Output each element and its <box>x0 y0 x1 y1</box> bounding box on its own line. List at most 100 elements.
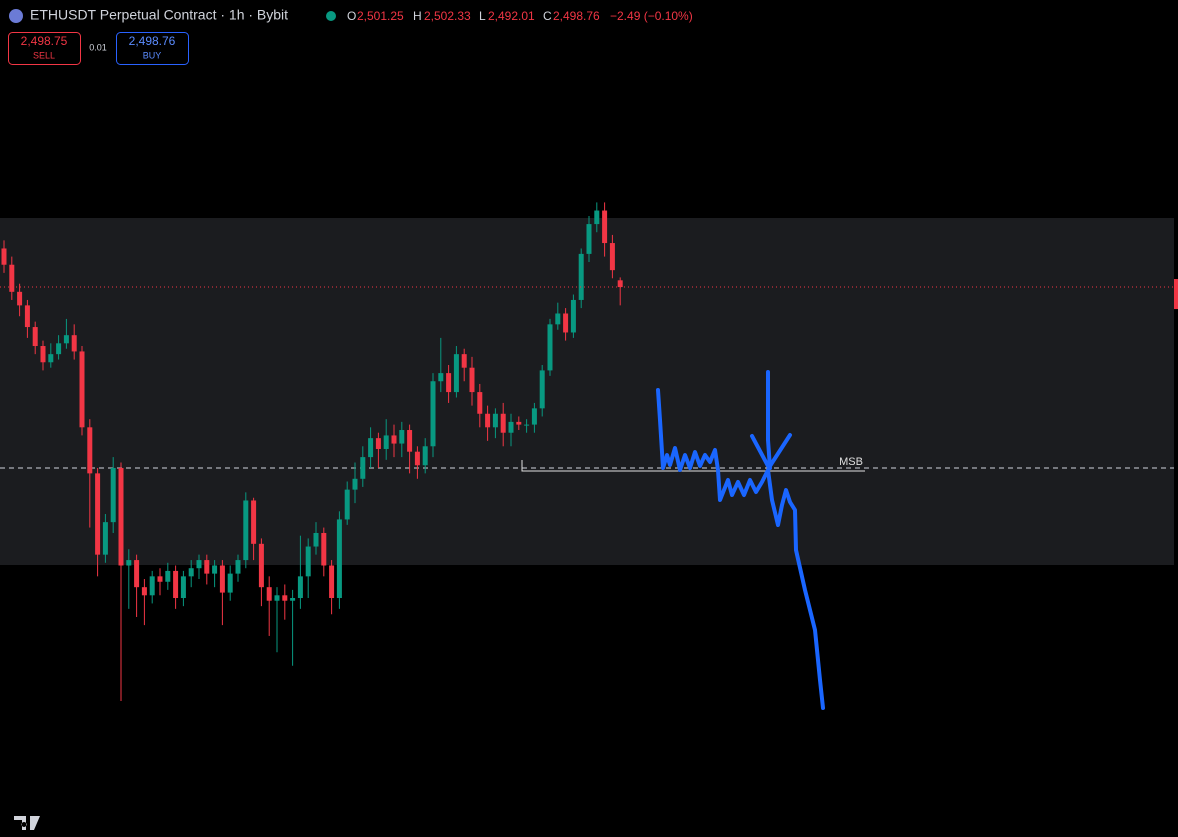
candle-body <box>17 291 23 306</box>
candle-body <box>524 424 530 426</box>
candle-body <box>508 421 514 433</box>
candle-body <box>32 327 38 347</box>
candle-body <box>422 446 428 466</box>
candle-body <box>134 560 140 588</box>
candle-body <box>212 565 218 574</box>
candle-body <box>336 519 342 599</box>
candle-body <box>71 335 77 352</box>
candle-body <box>594 210 600 225</box>
candle-body <box>438 373 444 382</box>
candle-body <box>313 532 319 547</box>
candle-body <box>539 370 545 409</box>
buy-price[interactable]: 2,498.76 <box>129 34 176 48</box>
candle-body <box>266 587 272 601</box>
candle-body <box>204 560 210 574</box>
last-price-marker <box>1174 279 1178 310</box>
candle-body <box>40 346 46 363</box>
candle-body <box>126 560 132 566</box>
msb-label: MSB <box>839 456 863 468</box>
candle-body <box>555 313 561 325</box>
candle-body <box>383 435 389 449</box>
candle-body <box>118 467 124 566</box>
status-dot <box>326 11 336 21</box>
candle-body <box>56 343 62 355</box>
candle-body <box>407 430 413 452</box>
candle-body <box>492 413 498 428</box>
candle-body <box>102 522 108 555</box>
candle-body <box>399 430 405 444</box>
msb-line <box>521 460 865 472</box>
candle-body <box>282 595 288 601</box>
candle-body <box>305 546 311 577</box>
candles <box>0 202 1178 701</box>
candle-body <box>485 413 491 428</box>
ohlc-key: C <box>543 9 552 23</box>
buy-label[interactable]: BUY <box>143 50 162 60</box>
candle-body <box>414 451 420 466</box>
buy-button[interactable] <box>116 32 189 65</box>
candle-body <box>110 467 116 523</box>
candle-body <box>391 435 397 444</box>
candle-body <box>344 489 350 520</box>
candle-body <box>531 408 537 425</box>
ohlc-key: O <box>347 9 356 23</box>
candle-body <box>617 280 623 288</box>
candle-body <box>1 248 7 265</box>
candle-body <box>227 573 233 593</box>
candle-body <box>477 392 483 414</box>
candle-body <box>547 324 553 371</box>
candle-body <box>578 253 584 300</box>
sell-label[interactable]: SELL <box>33 50 55 60</box>
candle-body <box>368 438 374 458</box>
candle-body <box>563 313 569 333</box>
candle-body <box>274 595 280 601</box>
candle-body <box>329 565 335 599</box>
candle-body <box>430 381 436 447</box>
candle-body <box>165 570 171 582</box>
candle-body <box>63 335 69 344</box>
candle-body <box>87 427 93 474</box>
candle-body <box>352 478 358 490</box>
range-zone <box>0 218 1174 565</box>
candle-body <box>141 587 147 596</box>
candle-body <box>24 305 30 328</box>
candle-body <box>297 576 303 599</box>
candle-body <box>188 568 194 577</box>
candle-body <box>570 299 576 333</box>
sell-button[interactable] <box>8 32 81 65</box>
ohlc-value: 2,492.01 <box>488 9 535 23</box>
change: −2.49 (−0.10%) <box>610 9 693 23</box>
symbol-title: ETHUSDT Perpetual Contract · 1h · Bybit <box>30 7 288 23</box>
candle-body <box>602 210 608 244</box>
sell-price[interactable]: 2,498.75 <box>21 34 68 48</box>
candle-body <box>95 473 101 555</box>
candle-body <box>453 354 459 393</box>
ohlc-value: 2,498.76 <box>553 9 600 23</box>
candle-body <box>321 532 327 566</box>
hand-drawing <box>656 370 825 710</box>
candle-body <box>243 500 249 561</box>
candle-body <box>609 243 615 271</box>
candle-body <box>516 421 522 425</box>
candle-body <box>290 598 296 601</box>
candle-body <box>469 367 475 393</box>
candle-body <box>196 560 202 569</box>
ohlc-value: 2,502.33 <box>424 9 471 23</box>
ohlc-key: L <box>479 9 486 23</box>
candle-body <box>48 354 54 363</box>
eth-icon <box>9 9 23 23</box>
candle-body <box>9 264 15 292</box>
candle-body <box>360 457 366 479</box>
candle-body <box>586 224 592 254</box>
candle-body <box>79 351 85 428</box>
candle-body <box>251 500 257 544</box>
candle-body <box>500 413 506 433</box>
candle-body <box>180 576 186 599</box>
candle-body <box>375 438 381 449</box>
candle-body <box>461 354 467 368</box>
candle-body <box>149 576 155 596</box>
candle-body <box>446 373 452 393</box>
candle-body <box>157 576 163 582</box>
candle-body <box>235 560 241 574</box>
